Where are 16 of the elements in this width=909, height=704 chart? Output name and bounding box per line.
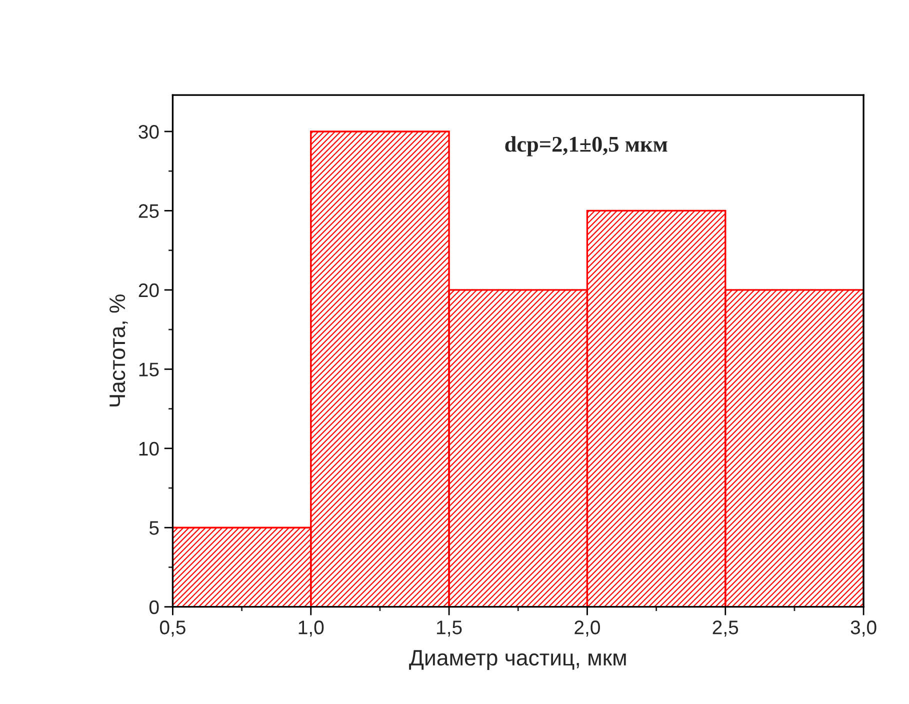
y-tick-label: 0 [149,600,159,614]
y-axis-title: Частота, % [110,294,128,406]
annotation: dср=2,1±0,5 мкм [505,136,668,156]
y-tick-label: 25 [138,204,159,218]
y-tick-label: 20 [138,283,159,298]
x-tick-label: 1,5 [437,620,462,637]
y-tick-label: 10 [139,442,159,456]
y-tick-label: 15 [139,362,159,376]
y-tick-label: 30 [138,124,159,139]
x-tick-label: 0,5 [160,620,186,637]
x-axis-title: Диаметр частиц, мкм [409,650,626,670]
x-tick-label: 2,0 [574,620,600,637]
y-tick-label: 5 [149,521,159,535]
x-tick-label: 2,5 [712,620,738,637]
x-tick-label: 3,0 [850,620,876,637]
x-tick-label: 1,0 [298,620,324,637]
